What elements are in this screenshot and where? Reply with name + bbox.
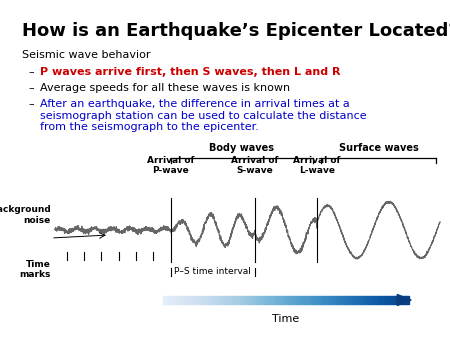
FancyArrow shape: [255, 296, 258, 304]
FancyArrow shape: [230, 296, 234, 304]
Text: Time
marks: Time marks: [20, 260, 51, 280]
FancyArrow shape: [329, 296, 332, 304]
FancyArrow shape: [317, 296, 320, 304]
FancyArrow shape: [382, 296, 385, 304]
FancyArrow shape: [378, 296, 382, 304]
Text: Seismic wave behavior: Seismic wave behavior: [22, 50, 150, 60]
FancyArrow shape: [172, 296, 175, 304]
FancyArrow shape: [218, 296, 221, 304]
FancyArrow shape: [314, 296, 317, 304]
FancyArrow shape: [178, 296, 181, 304]
FancyArrow shape: [277, 296, 280, 304]
FancyArrow shape: [258, 296, 261, 304]
FancyArrow shape: [200, 296, 203, 304]
FancyArrow shape: [169, 296, 172, 304]
FancyArrow shape: [406, 296, 409, 304]
FancyArrow shape: [194, 296, 197, 304]
FancyArrow shape: [363, 296, 366, 304]
FancyArrow shape: [163, 296, 166, 304]
FancyArrow shape: [298, 296, 302, 304]
FancyArrow shape: [249, 296, 252, 304]
FancyArrow shape: [234, 296, 237, 304]
FancyArrow shape: [188, 296, 190, 304]
Text: Arrival of
P-wave: Arrival of P-wave: [147, 155, 194, 175]
FancyArrow shape: [215, 296, 218, 304]
FancyArrow shape: [326, 296, 329, 304]
FancyArrow shape: [391, 296, 394, 304]
FancyArrow shape: [403, 296, 406, 304]
FancyArrow shape: [385, 296, 387, 304]
FancyArrow shape: [243, 296, 246, 304]
FancyArrow shape: [274, 296, 277, 304]
FancyArrow shape: [307, 296, 310, 304]
FancyArrow shape: [212, 296, 215, 304]
Text: Arrival of
S-wave: Arrival of S-wave: [231, 155, 279, 175]
FancyArrow shape: [237, 296, 240, 304]
FancyArrow shape: [295, 296, 298, 304]
Text: Time: Time: [272, 314, 300, 324]
FancyArrow shape: [305, 296, 307, 304]
Text: Body waves: Body waves: [209, 143, 274, 153]
Text: Average speeds for all these waves is known: Average speeds for all these waves is kn…: [40, 83, 290, 93]
FancyArrow shape: [246, 296, 249, 304]
FancyArrow shape: [240, 296, 243, 304]
Text: P waves arrive first, then S waves, then L and R: P waves arrive first, then S waves, then…: [40, 67, 341, 77]
FancyArrow shape: [197, 296, 200, 304]
FancyArrow shape: [225, 296, 228, 304]
FancyArrow shape: [369, 296, 372, 304]
FancyArrow shape: [175, 296, 178, 304]
FancyArrow shape: [357, 296, 360, 304]
FancyArrow shape: [342, 296, 345, 304]
FancyArrow shape: [252, 296, 255, 304]
FancyArrow shape: [394, 296, 397, 304]
FancyArrow shape: [320, 296, 323, 304]
FancyArrow shape: [338, 296, 342, 304]
FancyArrow shape: [280, 296, 283, 304]
Text: How is an Earthquake’s Epicenter Located?: How is an Earthquake’s Epicenter Located…: [22, 22, 450, 40]
FancyArrow shape: [360, 296, 363, 304]
FancyArrow shape: [335, 296, 338, 304]
FancyArrow shape: [345, 296, 347, 304]
Text: Arrival of
L-wave: Arrival of L-wave: [293, 155, 341, 175]
FancyArrow shape: [181, 296, 184, 304]
FancyArrow shape: [221, 296, 225, 304]
Text: –: –: [28, 83, 34, 93]
FancyArrow shape: [302, 296, 305, 304]
FancyArrow shape: [292, 296, 295, 304]
FancyArrow shape: [184, 296, 188, 304]
FancyArrow shape: [209, 296, 212, 304]
Text: Background
noise: Background noise: [0, 205, 51, 225]
Text: Surface waves: Surface waves: [338, 143, 418, 153]
FancyArrow shape: [228, 296, 230, 304]
FancyArrow shape: [267, 296, 270, 304]
FancyArrow shape: [166, 296, 169, 304]
Text: –: –: [28, 67, 34, 77]
FancyArrow shape: [347, 296, 351, 304]
FancyArrow shape: [372, 296, 375, 304]
FancyArrow shape: [270, 296, 274, 304]
FancyArrow shape: [366, 296, 369, 304]
FancyArrow shape: [387, 296, 391, 304]
FancyArrow shape: [323, 296, 326, 304]
FancyArrow shape: [397, 296, 400, 304]
FancyArrow shape: [354, 296, 357, 304]
FancyArrow shape: [203, 296, 206, 304]
FancyArrow shape: [310, 296, 314, 304]
FancyArrow shape: [286, 296, 289, 304]
FancyArrow shape: [375, 296, 378, 304]
Text: P–S time interval: P–S time interval: [175, 267, 251, 276]
FancyArrow shape: [206, 296, 209, 304]
FancyArrow shape: [265, 296, 267, 304]
FancyArrow shape: [283, 296, 286, 304]
Text: –: –: [28, 99, 34, 109]
FancyArrow shape: [397, 294, 411, 306]
Text: After an earthquake, the difference in arrival times at a
seismograph station ca: After an earthquake, the difference in a…: [40, 99, 367, 132]
FancyArrow shape: [190, 296, 194, 304]
FancyArrow shape: [332, 296, 335, 304]
FancyArrow shape: [261, 296, 265, 304]
FancyArrow shape: [289, 296, 292, 304]
FancyArrow shape: [351, 296, 354, 304]
FancyArrow shape: [400, 296, 403, 304]
